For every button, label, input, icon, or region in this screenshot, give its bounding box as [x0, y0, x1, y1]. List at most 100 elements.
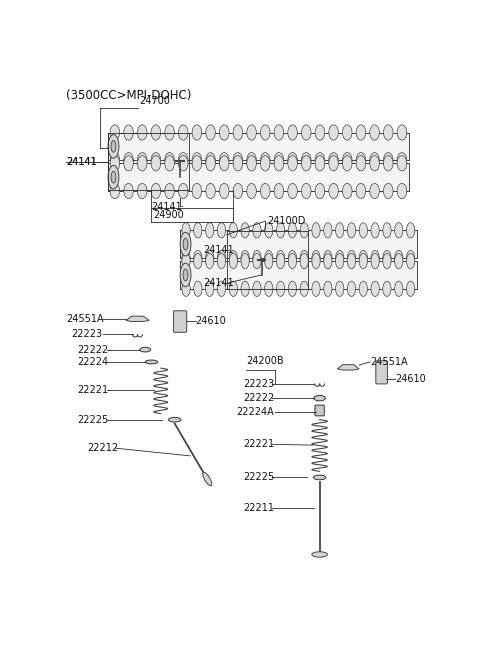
Ellipse shape — [219, 183, 229, 198]
Ellipse shape — [261, 125, 270, 140]
Ellipse shape — [137, 125, 147, 140]
Ellipse shape — [192, 153, 202, 168]
Ellipse shape — [274, 153, 284, 168]
Ellipse shape — [229, 281, 238, 297]
Ellipse shape — [110, 125, 120, 140]
Ellipse shape — [110, 153, 120, 168]
Ellipse shape — [356, 156, 366, 171]
Ellipse shape — [219, 153, 229, 168]
Ellipse shape — [324, 281, 332, 297]
Ellipse shape — [261, 153, 270, 168]
Polygon shape — [337, 365, 359, 370]
Ellipse shape — [264, 250, 273, 266]
Ellipse shape — [288, 183, 297, 198]
Ellipse shape — [301, 125, 311, 140]
Ellipse shape — [359, 250, 368, 266]
Ellipse shape — [205, 250, 214, 266]
Ellipse shape — [233, 156, 243, 171]
Ellipse shape — [192, 183, 202, 198]
Ellipse shape — [217, 250, 226, 266]
Ellipse shape — [111, 171, 116, 183]
Ellipse shape — [137, 183, 147, 198]
Ellipse shape — [336, 281, 344, 297]
Ellipse shape — [342, 125, 352, 140]
Ellipse shape — [371, 281, 379, 297]
FancyBboxPatch shape — [315, 405, 324, 416]
Ellipse shape — [111, 140, 116, 152]
Ellipse shape — [165, 156, 174, 171]
Text: 22223: 22223 — [72, 329, 103, 339]
Ellipse shape — [384, 183, 393, 198]
Ellipse shape — [315, 156, 324, 171]
Ellipse shape — [241, 223, 249, 238]
Ellipse shape — [397, 125, 407, 140]
Ellipse shape — [342, 183, 352, 198]
Ellipse shape — [192, 156, 202, 171]
Text: 24610: 24610 — [395, 374, 426, 384]
Text: 22224A: 22224A — [237, 407, 275, 417]
Ellipse shape — [312, 223, 320, 238]
Ellipse shape — [194, 281, 202, 297]
Ellipse shape — [151, 183, 161, 198]
Ellipse shape — [359, 281, 368, 297]
Ellipse shape — [397, 156, 407, 171]
Text: 24100D: 24100D — [267, 216, 305, 227]
Ellipse shape — [371, 253, 379, 269]
Ellipse shape — [124, 153, 133, 168]
Ellipse shape — [342, 153, 352, 168]
Ellipse shape — [395, 223, 403, 238]
Ellipse shape — [312, 250, 320, 266]
Ellipse shape — [301, 183, 311, 198]
Ellipse shape — [324, 223, 332, 238]
Ellipse shape — [261, 156, 270, 171]
Ellipse shape — [370, 125, 379, 140]
Ellipse shape — [247, 156, 256, 171]
Ellipse shape — [359, 223, 368, 238]
Ellipse shape — [276, 253, 285, 269]
Ellipse shape — [383, 253, 391, 269]
Ellipse shape — [110, 156, 120, 171]
Ellipse shape — [206, 125, 216, 140]
Ellipse shape — [348, 253, 356, 269]
Ellipse shape — [288, 253, 297, 269]
Ellipse shape — [274, 183, 284, 198]
Ellipse shape — [137, 153, 147, 168]
Ellipse shape — [219, 156, 229, 171]
Ellipse shape — [348, 250, 356, 266]
Ellipse shape — [183, 269, 188, 281]
Ellipse shape — [253, 250, 261, 266]
Text: 24551A: 24551A — [66, 314, 104, 324]
Ellipse shape — [179, 183, 188, 198]
Ellipse shape — [383, 281, 391, 297]
Ellipse shape — [261, 183, 270, 198]
Ellipse shape — [247, 125, 256, 140]
Ellipse shape — [192, 125, 202, 140]
Ellipse shape — [312, 552, 327, 557]
Ellipse shape — [233, 125, 243, 140]
Ellipse shape — [233, 183, 243, 198]
Ellipse shape — [301, 153, 311, 168]
Ellipse shape — [151, 125, 161, 140]
Text: 24700: 24700 — [139, 96, 170, 105]
Ellipse shape — [397, 183, 407, 198]
Ellipse shape — [300, 223, 308, 238]
Ellipse shape — [179, 156, 188, 171]
Ellipse shape — [206, 183, 216, 198]
Ellipse shape — [371, 250, 379, 266]
Ellipse shape — [247, 153, 256, 168]
Ellipse shape — [217, 253, 226, 269]
Ellipse shape — [165, 125, 174, 140]
Ellipse shape — [205, 281, 214, 297]
Ellipse shape — [288, 153, 297, 168]
Ellipse shape — [370, 156, 379, 171]
Ellipse shape — [241, 253, 249, 269]
Text: 22221: 22221 — [77, 385, 108, 396]
Ellipse shape — [219, 125, 229, 140]
FancyBboxPatch shape — [180, 231, 417, 258]
Ellipse shape — [276, 250, 285, 266]
Ellipse shape — [183, 238, 188, 250]
Ellipse shape — [217, 281, 226, 297]
Ellipse shape — [336, 253, 344, 269]
Ellipse shape — [241, 250, 249, 266]
Text: 22221: 22221 — [243, 440, 274, 449]
